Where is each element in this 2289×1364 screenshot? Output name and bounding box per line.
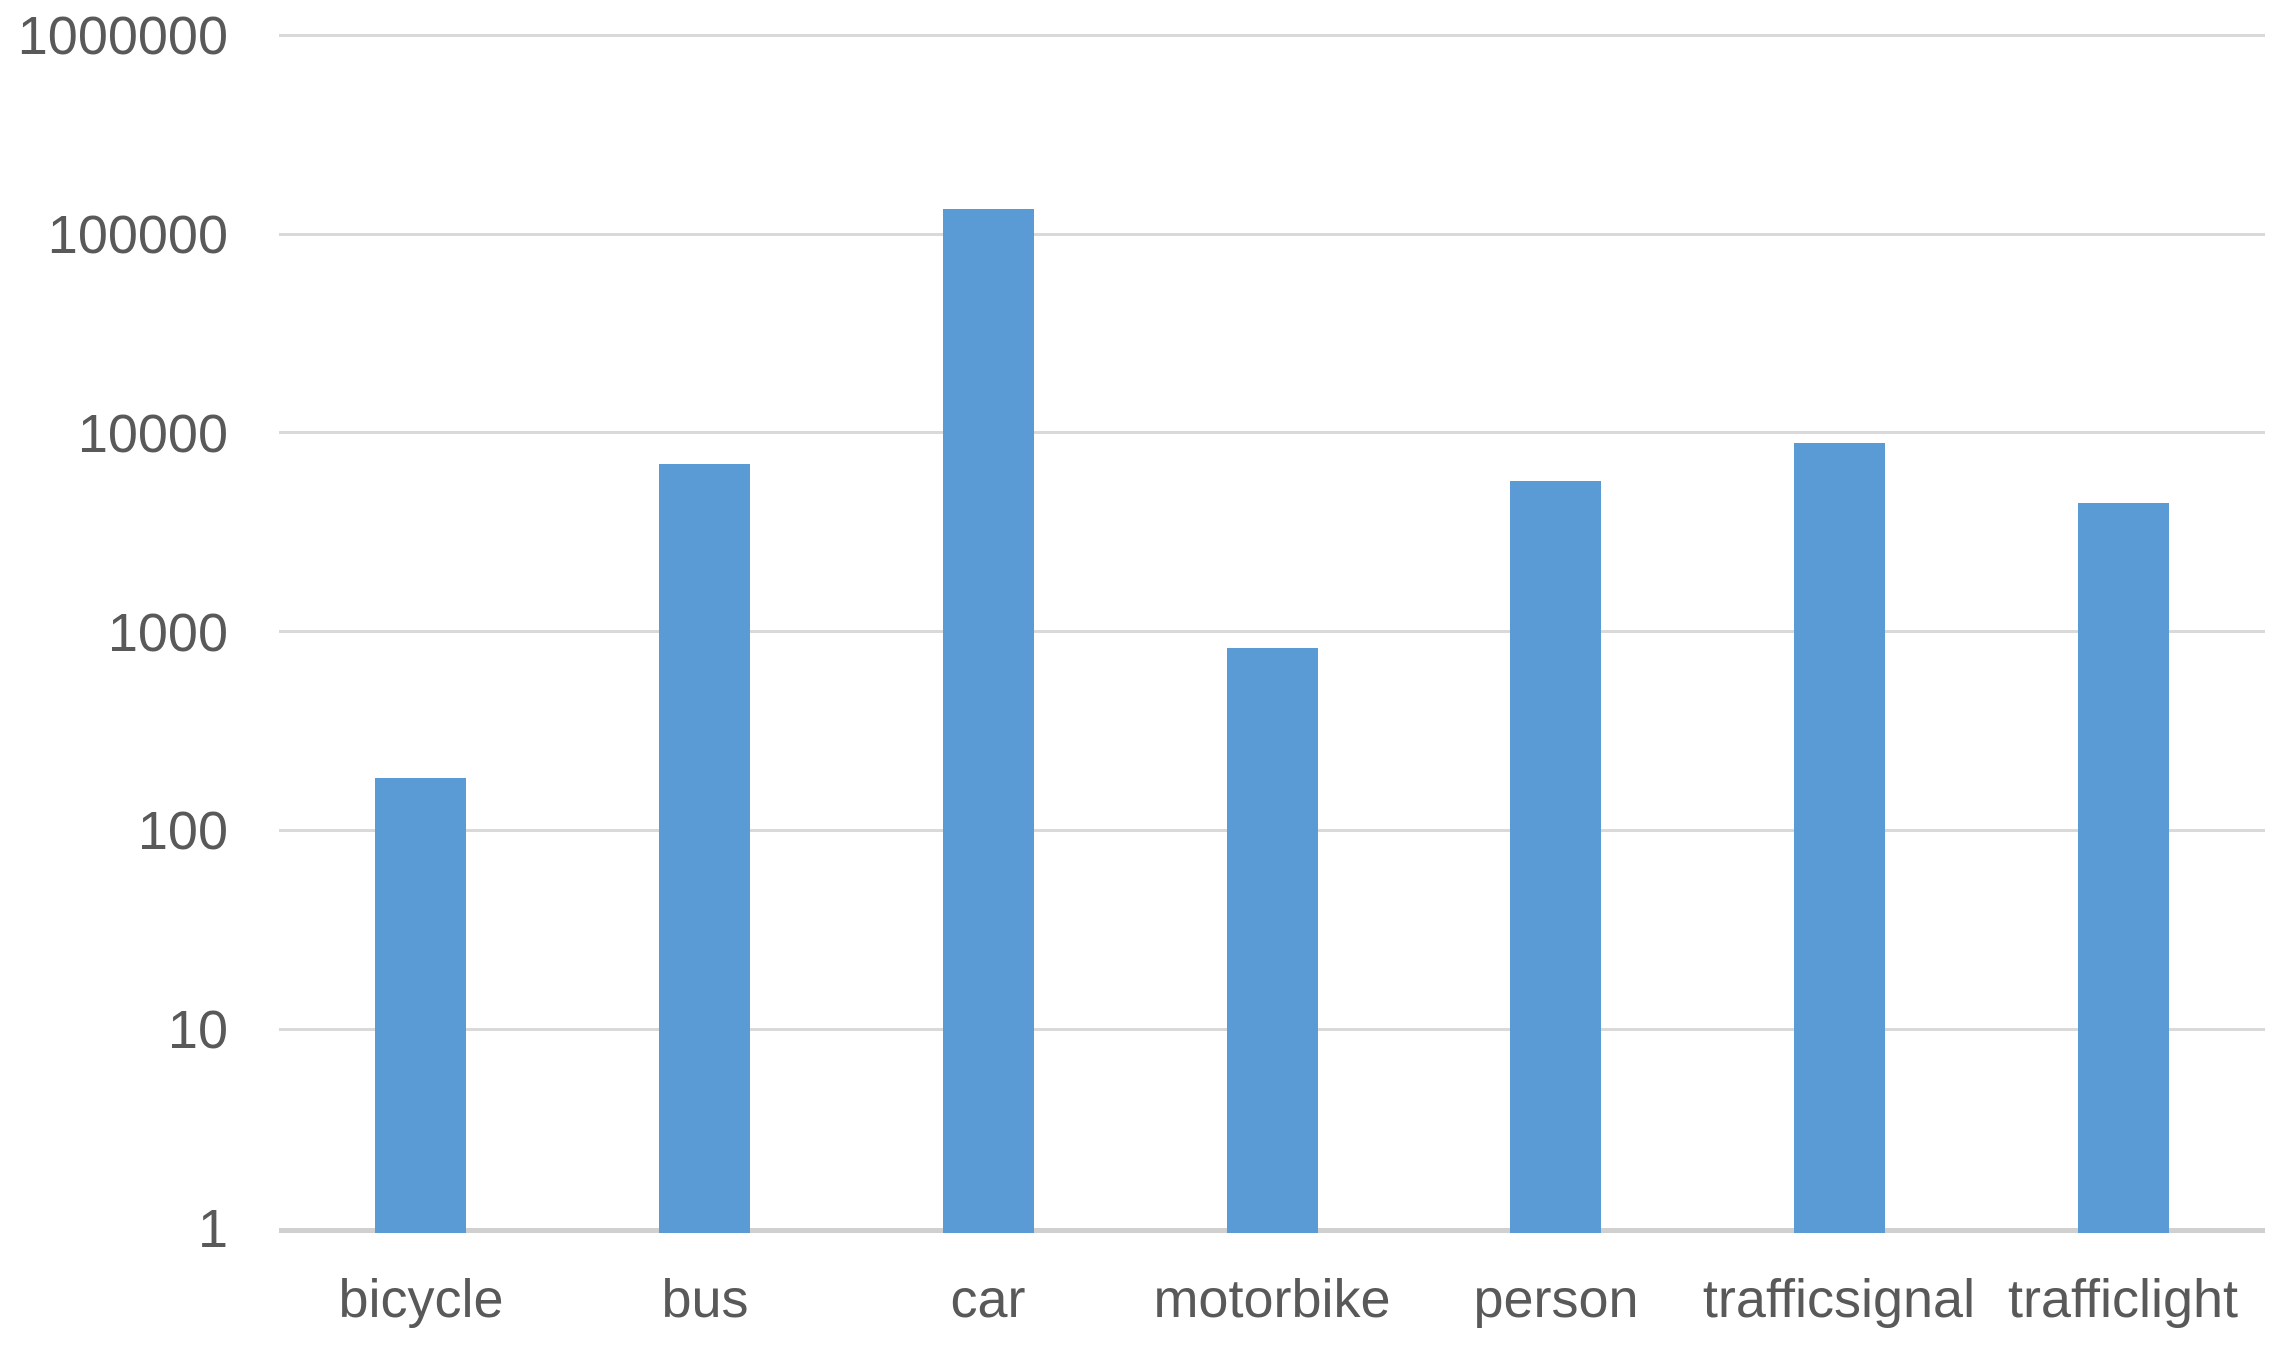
y-tick-label-1000: 1000	[107, 603, 228, 663]
y-tick-label-10: 10	[167, 1000, 228, 1060]
x-category-label-trafficsignal: trafficsignal	[1702, 1269, 1976, 1329]
x-category-label-person: person	[1473, 1269, 1639, 1329]
bar-trafficsignal	[1794, 443, 1885, 1233]
x-category-label-motorbike: motorbike	[1153, 1269, 1391, 1329]
bar-bicycle	[375, 778, 466, 1233]
y-tick-label-100000: 100000	[47, 205, 228, 265]
bar-trafficlight	[2078, 503, 2169, 1233]
x-category-label-trafficlight: trafficlight	[2007, 1269, 2239, 1329]
bar-person	[1510, 481, 1601, 1233]
bar-car	[943, 209, 1034, 1233]
bar-bus	[659, 464, 750, 1233]
gridline-1000	[279, 630, 2265, 633]
x-category-label-car: car	[950, 1269, 1026, 1329]
gridline-100000	[279, 233, 2265, 236]
y-tick-label-100: 100	[137, 801, 228, 861]
y-tick-label-1000000: 1000000	[17, 6, 228, 66]
y-tick-label-10000: 10000	[77, 404, 228, 464]
gridline-10000	[279, 431, 2265, 434]
x-category-label-bicycle: bicycle	[338, 1269, 504, 1329]
y-tick-label-1: 1	[197, 1199, 228, 1259]
bar-motorbike	[1227, 648, 1318, 1233]
x-category-label-bus: bus	[661, 1269, 749, 1329]
gridline-1000000	[279, 34, 2265, 37]
